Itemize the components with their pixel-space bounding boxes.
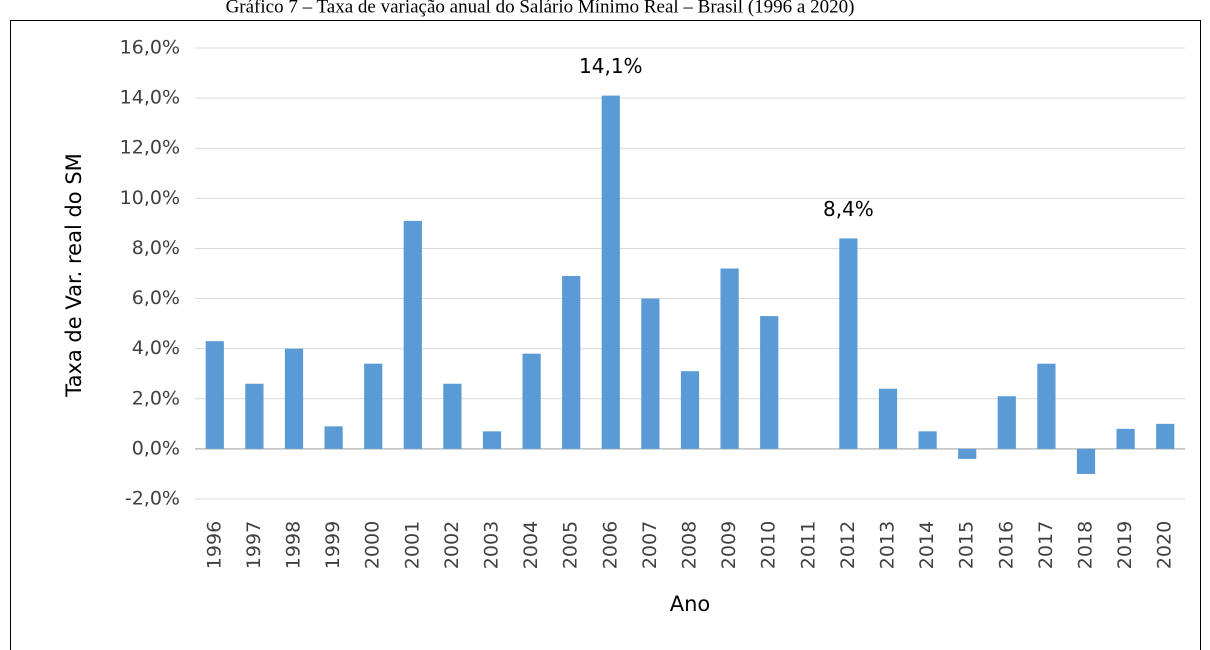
chart-title: Gráfico 7 – Taxa de variação anual do Sa… — [226, 0, 855, 17]
bar — [1037, 363, 1056, 449]
x-tick-label: 2010 — [758, 521, 780, 569]
bar — [641, 298, 660, 449]
x-tick-label: 1998 — [283, 521, 305, 569]
x-axis-label: Ano — [670, 592, 711, 616]
x-tick-label: 2020 — [1154, 521, 1176, 569]
bar — [1076, 448, 1096, 474]
bar — [760, 316, 779, 449]
bar — [205, 341, 224, 449]
y-tick-label: 14,0% — [120, 87, 180, 109]
bar — [720, 268, 739, 449]
y-tick-label: 6,0% — [132, 287, 180, 309]
bar — [443, 383, 462, 449]
bar — [284, 348, 304, 449]
x-tick-label: 1996 — [203, 521, 225, 569]
y-tick-label: 10,0% — [120, 187, 180, 209]
x-tick-label: 2013 — [877, 521, 899, 569]
bar — [958, 448, 977, 459]
x-tick-label: 2001 — [401, 521, 423, 569]
bar — [1156, 423, 1175, 449]
bar — [997, 396, 1016, 449]
chart-frame — [10, 20, 1201, 650]
x-tick-label: 2005 — [560, 521, 582, 569]
x-tick-label: 2000 — [362, 521, 384, 569]
x-tick-label: 2003 — [481, 521, 503, 569]
x-tick-label: 1999 — [322, 521, 344, 569]
y-tick-label: 4,0% — [132, 337, 180, 359]
x-tick-label: 2008 — [679, 521, 701, 569]
x-tick-label: 2012 — [837, 521, 859, 569]
x-tick-label: 2011 — [797, 521, 819, 569]
bar — [562, 276, 581, 449]
bar — [324, 426, 343, 449]
x-tick-label: 2006 — [599, 521, 621, 569]
bar — [522, 353, 541, 449]
bar — [482, 431, 502, 449]
x-tick-label: 2017 — [1035, 521, 1057, 569]
y-axis-label: Taxa de Var. real do SM — [62, 153, 86, 398]
x-tick-label: 2016 — [995, 521, 1017, 569]
bar — [878, 388, 898, 449]
bar — [403, 220, 422, 449]
x-tick-label: 1997 — [243, 521, 265, 569]
bar — [364, 363, 383, 449]
x-tick-label: 2018 — [1075, 521, 1097, 569]
y-tick-label: 0,0% — [132, 437, 180, 459]
bar — [601, 95, 620, 449]
bar — [680, 371, 700, 449]
x-tick-label: 2015 — [956, 521, 978, 569]
bar — [1116, 428, 1135, 449]
data-label: 14,1% — [579, 54, 643, 78]
x-tick-label: 2019 — [1114, 521, 1136, 569]
bar — [245, 383, 264, 449]
y-tick-label: 16,0% — [120, 37, 180, 59]
bar — [918, 431, 937, 449]
x-tick-label: 2009 — [718, 521, 740, 569]
x-tick-label: 2002 — [441, 521, 463, 569]
x-tick-label: 2014 — [916, 521, 938, 569]
y-tick-label: 12,0% — [120, 137, 180, 159]
y-tick-label: 8,0% — [132, 237, 180, 259]
bar — [839, 238, 858, 449]
y-tick-label: -2,0% — [125, 488, 180, 510]
y-tick-label: 2,0% — [132, 387, 180, 409]
data-label: 8,4% — [823, 197, 874, 221]
x-tick-label: 2007 — [639, 521, 661, 569]
x-tick-label: 2004 — [520, 521, 542, 569]
